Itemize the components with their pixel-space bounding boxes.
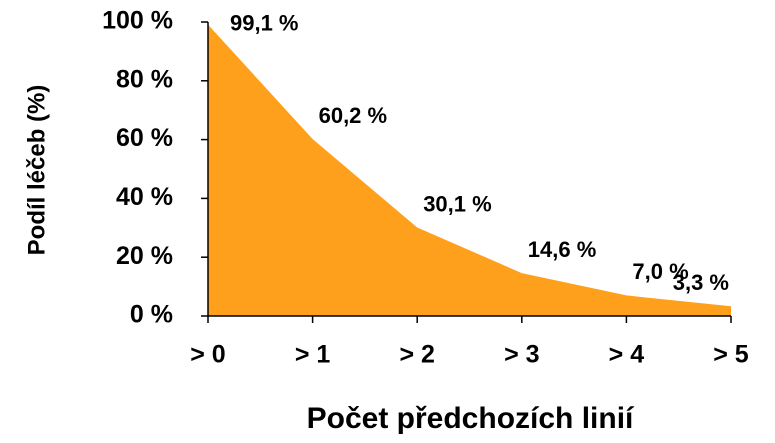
data-label: 7,0 %	[632, 259, 688, 284]
y-axis-title: Podíl léčeb (%)	[23, 85, 50, 256]
y-tick-label: 80 %	[116, 65, 173, 93]
y-tick-label: 60 %	[116, 124, 173, 152]
x-tick-label: > 4	[609, 341, 645, 369]
data-label: 30,1 %	[423, 191, 492, 216]
y-tick-label: 20 %	[116, 242, 173, 270]
data-label: 14,6 %	[528, 237, 597, 262]
y-tick-label: 0 %	[130, 301, 173, 329]
data-label: 60,2 %	[319, 103, 388, 128]
area	[208, 24, 731, 317]
data-label: 3,3 %	[673, 270, 729, 295]
x-tick-label: > 2	[399, 341, 434, 369]
x-tick-label: > 1	[295, 341, 331, 369]
x-axis-title: Počet předchozích linií	[307, 402, 635, 435]
data-label: 99,1 %	[230, 10, 299, 35]
x-tick-label: > 0	[190, 341, 225, 369]
y-tick-label: 40 %	[116, 183, 173, 211]
y-tick-label: 100 %	[102, 7, 173, 35]
x-tick-label: > 5	[713, 341, 749, 369]
x-tick-label: > 3	[504, 341, 539, 369]
